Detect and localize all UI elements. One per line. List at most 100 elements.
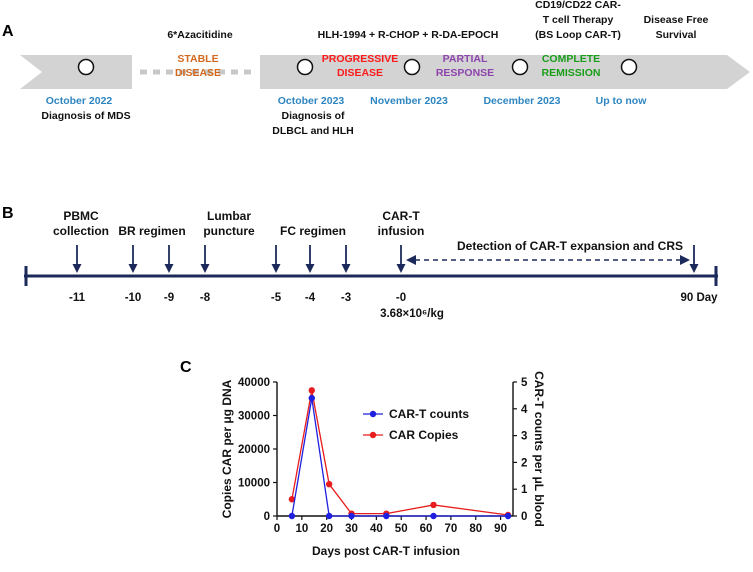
day-label: -3 <box>341 292 351 304</box>
y-axis-title: Copies CAR per μg DNA <box>220 379 234 518</box>
milestone-date: November 2023 <box>370 95 448 107</box>
event-arrow <box>72 245 82 273</box>
status-partial-line1: PARTIAL <box>443 53 488 65</box>
x-tick-label: 50 <box>395 523 408 535</box>
legend-marker-car-copies <box>369 431 377 439</box>
x-tick-label: 0 <box>274 523 280 535</box>
event-label-br: BR regimen <box>118 224 185 238</box>
panel-b-label: B <box>2 205 14 222</box>
segment-label-azacitidine: 6*Azacitidine <box>167 29 233 41</box>
day-label: -0 <box>396 292 406 304</box>
event-arrow-head <box>200 264 210 273</box>
y2-tick-label: 3 <box>521 431 527 443</box>
legend-label-car-copies: CAR Copies <box>389 428 459 442</box>
panel-c-label: C <box>180 359 192 376</box>
milestone-circle <box>620 58 638 76</box>
x-axis-title: Days post CAR-T infusion <box>312 544 460 558</box>
data-point-car-t-counts <box>325 512 333 520</box>
event-label-pbmc-line1: PBMC <box>63 209 99 223</box>
status-progressive-line1: PROGRESSIVE <box>322 53 398 65</box>
detection-label: Detection of CAR-T expansion and CRS <box>457 239 683 253</box>
segment-label-dfs-line1: Disease Free <box>644 14 709 26</box>
y-tick-label: 30000 <box>238 411 270 423</box>
status-stable-line1: STABLE <box>177 53 218 65</box>
event-label-pbmc-line2: collection <box>53 224 109 238</box>
data-point-car-t-counts <box>504 512 512 520</box>
event-arrows <box>72 245 699 273</box>
data-point-car-copies <box>325 480 333 488</box>
milestone-date: Up to now <box>596 95 648 107</box>
x-tick-label: 20 <box>320 523 333 535</box>
status-progressive-line2: DISEASE <box>337 67 383 79</box>
day-label: -8 <box>200 292 211 304</box>
milestone-date: October 2023 <box>278 95 345 107</box>
milestone-desc-dlbcl-line2: DLBCL and HLH <box>272 125 353 137</box>
end-day-label: 90 Day <box>680 292 718 304</box>
milestone-circle <box>511 58 529 76</box>
event-arrow <box>341 245 351 273</box>
milestone-desc-dlbcl-line1: Diagnosis of <box>281 110 345 122</box>
x-tick-label: 80 <box>469 523 482 535</box>
event-arrow-head <box>128 264 138 273</box>
legend-marker-cart-counts <box>369 410 377 418</box>
y-tick-label: 40000 <box>238 377 270 389</box>
segment-label-cart-line3: (BS Loop CAR-T) <box>535 29 621 41</box>
y-tick-label: 20000 <box>238 444 270 456</box>
chart-ticks: 0 10 20 30 40 50 60 70 80 90010000200003000040000… <box>238 377 528 535</box>
y2-tick-label: 4 <box>521 404 528 416</box>
x-tick-label: 40 <box>370 523 383 535</box>
data-point-car-copies <box>308 387 315 394</box>
legend-label-cart-counts: CAR-T counts <box>389 407 469 421</box>
event-arrow-head <box>396 264 406 273</box>
data-point-car-t-counts <box>308 394 315 402</box>
y2-tick-label: 2 <box>521 457 527 469</box>
data-point-car-copies <box>430 501 437 509</box>
event-arrow <box>200 245 210 273</box>
event-arrow-head <box>689 264 699 273</box>
event-arrow <box>128 245 138 273</box>
y-tick-label: 0 <box>264 511 270 523</box>
data-point-car-t-counts <box>430 512 437 520</box>
y2-tick-label: 5 <box>521 377 528 389</box>
segment-label-dfs-line2: Survival <box>656 29 697 41</box>
segment-label-cart-line1: CD19/CD22 CAR- <box>535 0 621 11</box>
milestone-circle <box>296 58 314 76</box>
data-point-car-copies <box>288 496 296 503</box>
x-tick-label: 90 <box>494 523 507 535</box>
day-label: -5 <box>271 292 282 304</box>
segment-label-cart-line2: T cell Therapy <box>543 14 614 26</box>
event-label-fc: FC regimen <box>280 224 346 238</box>
panel-a-label: A <box>2 23 14 40</box>
data-point-car-t-counts <box>288 512 296 520</box>
chart-legend: CAR-T counts CAR Copies <box>363 407 469 442</box>
event-arrow <box>271 245 281 273</box>
status-complete-line2: REMISSION <box>542 67 601 79</box>
event-arrow-head <box>341 264 351 273</box>
segment-label-regimens: HLH-1994 + R-CHOP + R-DA-EPOCH <box>318 29 499 41</box>
event-label-cart-line2: infusion <box>378 224 425 238</box>
x-tick-label: 30 <box>345 523 358 535</box>
x-tick-label: 70 <box>444 523 457 535</box>
y2-tick-label: 1 <box>521 484 528 496</box>
event-label-lumbar-line1: Lumbar <box>207 209 251 223</box>
panel-c: C 0 10 20 30 40 50 60 70 80 900100002000030000400… <box>180 359 546 558</box>
event-arrow-head <box>305 264 315 273</box>
day-label: -4 <box>305 292 316 304</box>
x-tick-label: 10 <box>295 523 308 535</box>
data-point-car-t-counts <box>348 512 355 520</box>
dose-label: 3.68×10⁶/kg <box>380 308 444 320</box>
event-arrow <box>164 245 174 273</box>
event-arrow-day90 <box>689 245 699 273</box>
day-label: -11 <box>69 292 86 304</box>
status-stable-line2: DISEASE <box>175 67 221 79</box>
detection-span-arrowhead-right <box>680 255 690 265</box>
milestone-date: December 2023 <box>483 95 560 107</box>
y2-axis-title: CAR-T counts per μL blood <box>532 371 546 527</box>
event-label-lumbar-line2: puncture <box>203 224 255 238</box>
event-arrow <box>396 245 406 273</box>
y2-tick-label: 0 <box>521 511 527 523</box>
milestone-circle <box>77 58 95 76</box>
panel-b: B PBMC collection BR regimen Lumbar punc… <box>2 205 718 320</box>
data-point-car-t-counts <box>383 512 390 520</box>
